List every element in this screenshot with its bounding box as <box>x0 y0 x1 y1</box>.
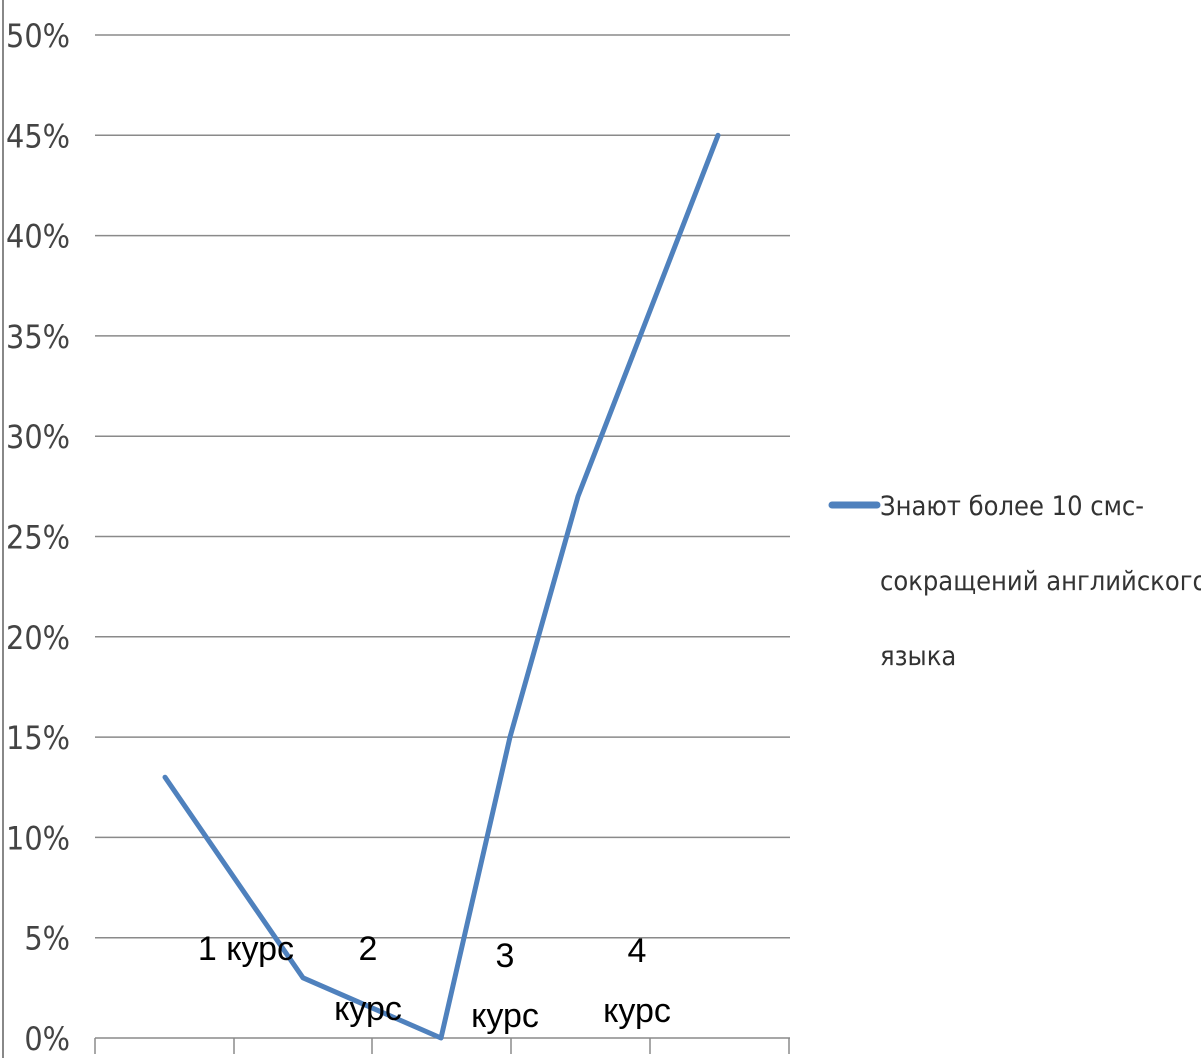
category-label: 3 <box>496 937 515 975</box>
legend-label: Знают более 10 смс- <box>880 491 1144 522</box>
category-label: курс <box>334 990 402 1028</box>
y-tick-label: 15% <box>6 719 70 757</box>
category-label: курс <box>603 992 671 1030</box>
y-tick-label: 25% <box>6 519 70 557</box>
category-label: курс <box>471 997 539 1035</box>
y-tick-label: 30% <box>6 418 70 456</box>
y-tick-label: 10% <box>6 819 70 857</box>
y-tick-label: 35% <box>6 318 70 356</box>
legend-label: сокращений английского <box>880 566 1201 597</box>
y-tick-label: 20% <box>6 619 70 657</box>
category-label: 2 <box>359 930 378 968</box>
y-tick-label: 45% <box>6 117 70 155</box>
y-tick-label: 5% <box>24 920 70 958</box>
y-tick-label: 0% <box>24 1020 70 1058</box>
series-line <box>162 132 721 1041</box>
y-tick-label: 40% <box>6 218 70 256</box>
legend-label: языка <box>880 641 956 672</box>
y-tick-label: 50% <box>6 17 70 55</box>
category-label: 4 <box>628 932 647 970</box>
category-label: 1 курс <box>198 930 294 968</box>
